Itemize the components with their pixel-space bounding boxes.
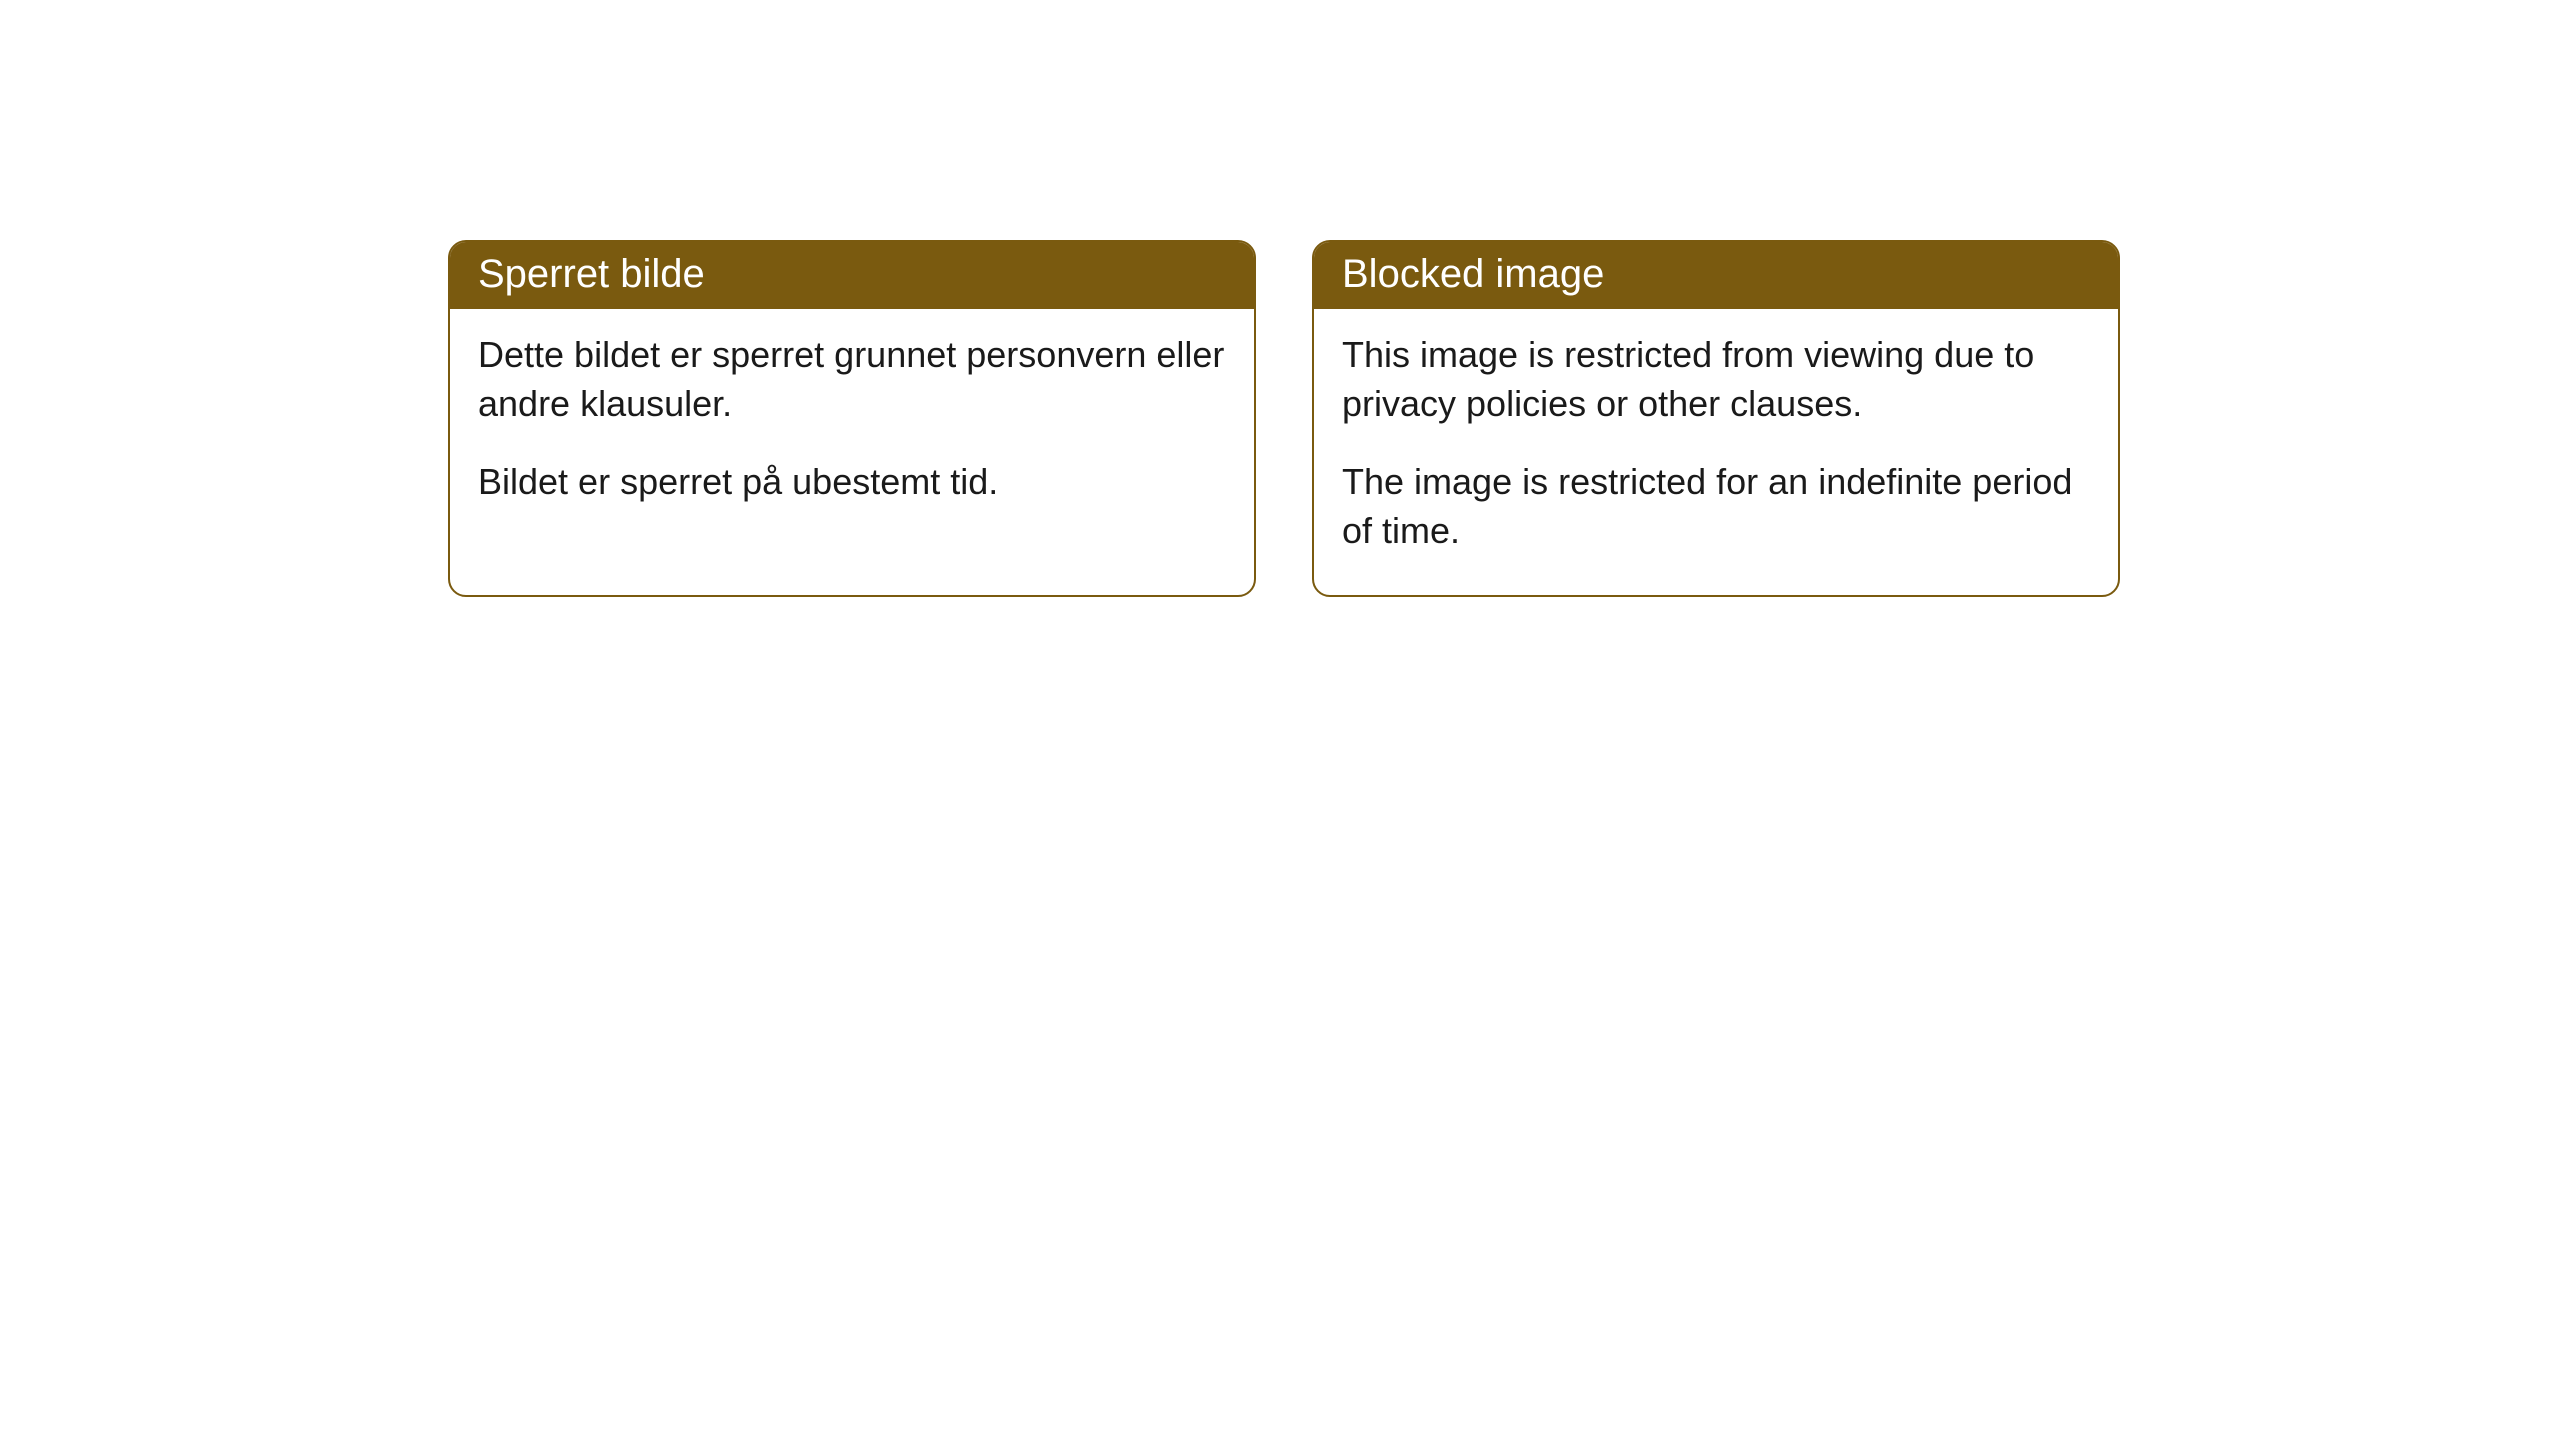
card-paragraph-no-2: Bildet er sperret på ubestemt tid. — [478, 458, 1226, 507]
card-header-no: Sperret bilde — [450, 242, 1254, 309]
card-header-en: Blocked image — [1314, 242, 2118, 309]
card-body-no: Dette bildet er sperret grunnet personve… — [450, 309, 1254, 547]
cards-container: Sperret bilde Dette bildet er sperret gr… — [0, 0, 2560, 597]
card-paragraph-en-2: The image is restricted for an indefinit… — [1342, 458, 2090, 555]
card-body-en: This image is restricted from viewing du… — [1314, 309, 2118, 595]
card-paragraph-no-1: Dette bildet er sperret grunnet personve… — [478, 331, 1226, 428]
blocked-image-card-no: Sperret bilde Dette bildet er sperret gr… — [448, 240, 1256, 597]
card-paragraph-en-1: This image is restricted from viewing du… — [1342, 331, 2090, 428]
blocked-image-card-en: Blocked image This image is restricted f… — [1312, 240, 2120, 597]
